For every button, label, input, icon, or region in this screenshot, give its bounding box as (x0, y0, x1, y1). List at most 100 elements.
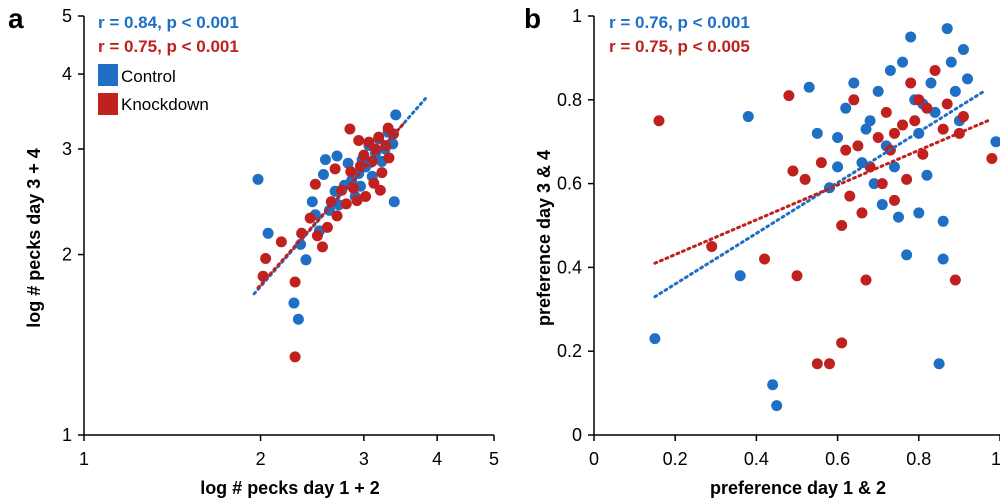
panel-a-y-axis-label: log # pecks day 3 + 4 (24, 148, 44, 328)
panel-a-x-tick-label: 1 (79, 449, 89, 469)
panel-b-x-tick-label: 0 (589, 449, 599, 469)
panel-b-x-ticks: 0 0.2 0.4 0.6 0.8 1 (589, 435, 1000, 469)
panel-b-point-control (897, 56, 909, 68)
panel-b-point-control (872, 85, 884, 97)
panel-b-point-knockdown (957, 111, 969, 123)
panel-b-point-knockdown (759, 253, 771, 265)
panel-a-label: a (8, 3, 24, 34)
panel-a-point-knockdown (321, 221, 333, 233)
panel-a-x-tick-label: 2 (256, 449, 266, 469)
panel-a-point-knockdown (368, 177, 380, 189)
panel-b-point-knockdown (897, 119, 909, 131)
panel-a-y-tick-label: 3 (62, 139, 72, 159)
panel-a-point-knockdown (260, 252, 272, 264)
panel-b-point-knockdown (913, 94, 925, 106)
panel-b-points (649, 23, 1000, 412)
panel-b-point-control (860, 123, 872, 135)
panel-a-point-knockdown (363, 136, 375, 148)
panel-b-point-knockdown (848, 94, 860, 106)
panel-a-point-control (388, 196, 400, 208)
panel-b-point-control (840, 102, 852, 114)
panel-b-point-control (734, 270, 746, 282)
panel-a-point-control (252, 173, 264, 185)
panel-a-point-knockdown (311, 230, 323, 242)
panel-b-point-knockdown (929, 64, 941, 76)
panel-b-trendlines (653, 89, 990, 299)
panel-a-point-control (306, 196, 318, 208)
panel-a-y-tick-label: 5 (62, 6, 72, 26)
panel-a-trendline-knockdown (256, 122, 405, 290)
panel-a-y-tick-label: 2 (62, 245, 72, 265)
panel-b-point-knockdown (791, 270, 803, 282)
panel-b-point-knockdown (909, 115, 921, 127)
panel-b-point-control (888, 161, 900, 173)
panel-b-point-knockdown (852, 140, 864, 152)
panel-b-point-knockdown (799, 173, 811, 185)
panel-b-point-knockdown (860, 274, 872, 286)
panel-a-x-tick-label: 4 (432, 449, 442, 469)
legend-knockdown-label: Knockdown (121, 95, 209, 114)
panel-b-point-knockdown (836, 220, 848, 231)
panel-b-point-knockdown (905, 77, 917, 89)
panel-b-point-knockdown (783, 90, 795, 102)
panel-b-y-tick-label: 0.2 (557, 341, 582, 361)
legend-control-label: Control (121, 67, 176, 86)
panel-a-x-tick-label: 3 (359, 449, 369, 469)
panel-a-x-tick-label: 5 (489, 449, 499, 469)
panel-b-point-control (901, 249, 913, 261)
panel-b-point-knockdown (941, 98, 953, 110)
panel-a-point-knockdown (289, 276, 301, 288)
panel-a-knockdown-stat: r = 0.75, p < 0.001 (98, 37, 239, 56)
panel-a-point-control (292, 313, 304, 325)
panel-b-point-control (771, 400, 783, 412)
panel-b-point-knockdown (876, 178, 888, 190)
panel-a-point-control (262, 227, 274, 239)
panel-b-point-control (933, 358, 945, 370)
panel-b-point-control (962, 73, 974, 85)
panel-b-scatter: b 0 0.2 0.4 0.6 0.8 1 0 0.2 0.4 0.6 0.8 1 preferen… (524, 3, 1000, 498)
panel-b-point-knockdown (880, 106, 892, 118)
panel-b-point-control (864, 115, 876, 127)
panel-b-point-knockdown (844, 190, 856, 202)
panel-a-point-knockdown (340, 198, 352, 210)
panel-b-point-control (990, 136, 1000, 148)
panel-b-y-ticks: 0 0.2 0.4 0.6 0.8 1 (557, 6, 594, 445)
panel-b-point-control (937, 215, 949, 227)
panel-a-point-knockdown (331, 210, 343, 222)
panel-a-point-control (300, 254, 312, 266)
panel-b-y-tick-label: 0.8 (557, 90, 582, 110)
panel-b-point-knockdown (986, 152, 998, 164)
panel-a-point-knockdown (353, 134, 365, 146)
panel-b-x-tick-label: 0.4 (744, 449, 769, 469)
panel-b-x-tick-label: 0.6 (825, 449, 850, 469)
panel-a-y-tick-label: 4 (62, 64, 72, 84)
panel-a-point-knockdown (382, 122, 394, 134)
panel-a-point-knockdown (289, 351, 301, 363)
panel-a-point-control (390, 109, 402, 121)
panel-b-control-stat: r = 0.76, p < 0.001 (609, 13, 750, 32)
panel-a-control-stat: r = 0.84, p < 0.001 (98, 13, 239, 32)
legend: Control Knockdown (98, 64, 209, 115)
panel-b-knockdown-stat: r = 0.75, p < 0.005 (609, 37, 750, 56)
panel-a-point-control (331, 150, 343, 162)
panel-b-point-control (848, 77, 860, 89)
panel-b-point-control (767, 379, 779, 391)
panel-b-x-tick-label: 1 (991, 449, 1000, 469)
panel-a-y-ticks: 1 2 3 4 5 (62, 6, 84, 445)
panel-b-point-knockdown (706, 240, 718, 252)
panel-b-point-knockdown (653, 115, 665, 127)
panel-a-point-knockdown (275, 236, 287, 248)
panel-b-point-control (649, 333, 661, 345)
panel-b-point-control (893, 211, 904, 223)
panel-b-point-knockdown (949, 274, 961, 286)
panel-a-point-control (288, 297, 300, 309)
panel-a-scatter: a 1 2 3 4 5 1 2 3 4 5 log # pecks day 1 + 2 log … (8, 3, 499, 498)
panel-a-point-knockdown (316, 241, 328, 253)
panel-b-point-control (868, 178, 880, 190)
panel-b-point-knockdown (856, 207, 868, 219)
legend-control-swatch (98, 64, 118, 86)
panel-a-point-knockdown (309, 178, 321, 190)
panel-b-point-control (832, 161, 844, 173)
panel-a-point-knockdown (345, 166, 357, 178)
panel-b-point-control (925, 77, 937, 89)
